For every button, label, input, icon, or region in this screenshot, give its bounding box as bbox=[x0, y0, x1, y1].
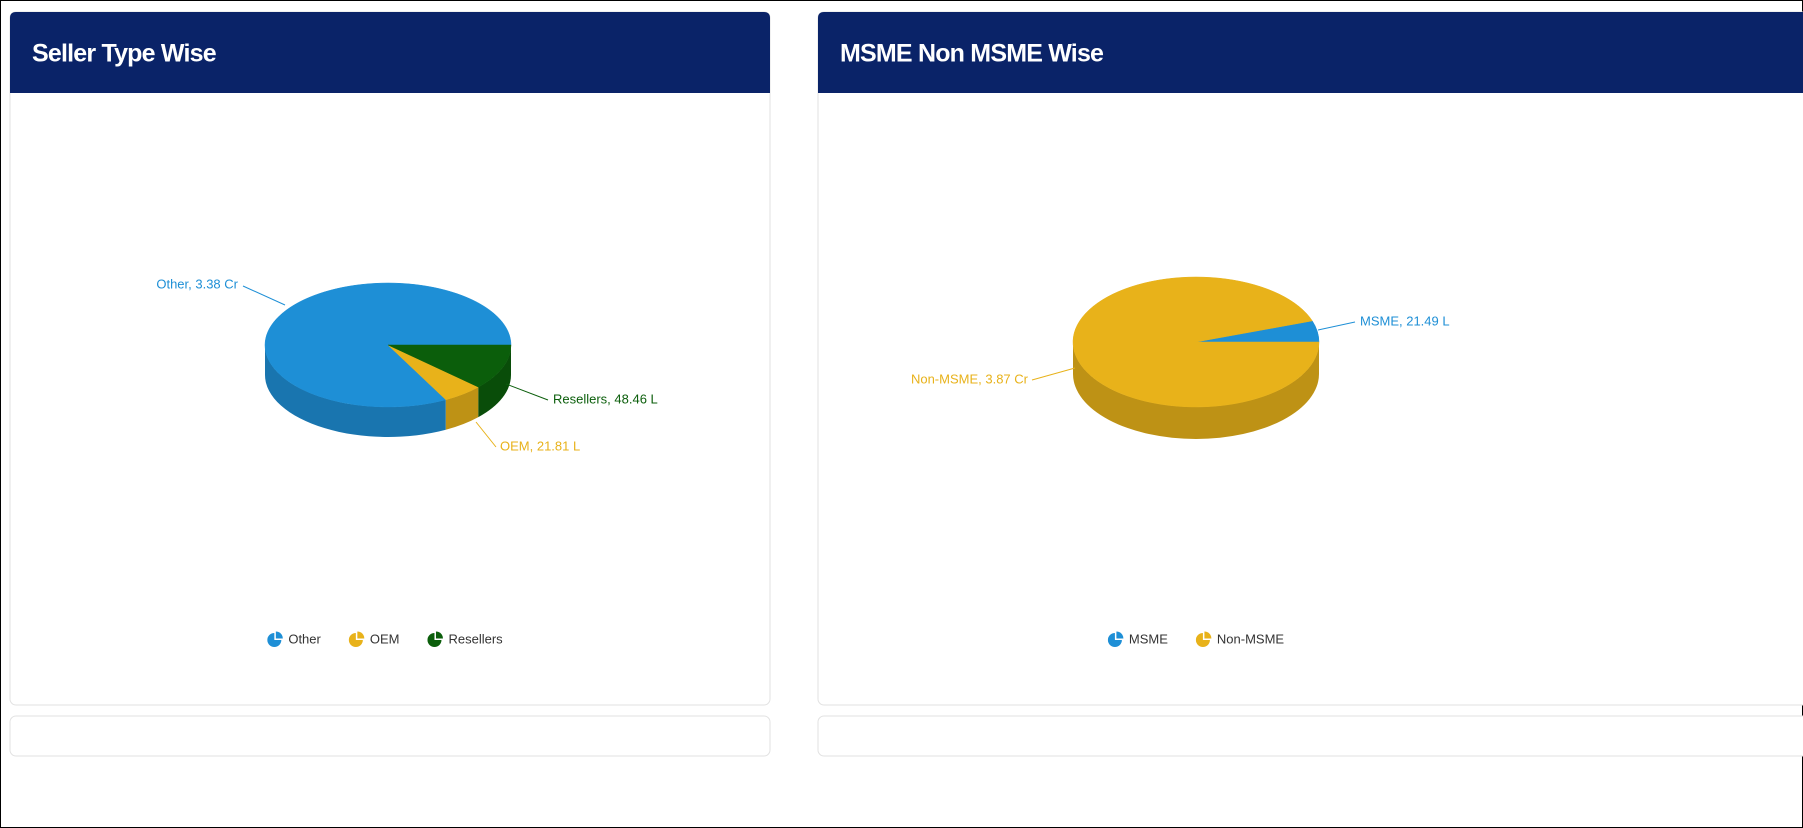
legend-icon bbox=[427, 633, 442, 647]
legend-label: Non-MSME bbox=[1217, 631, 1285, 646]
legend-label: MSME bbox=[1129, 631, 1168, 646]
label-connector bbox=[242, 285, 286, 306]
data-label: OEM, 21.81 L bbox=[500, 438, 580, 453]
label-connector bbox=[475, 421, 497, 448]
label-connector bbox=[1031, 367, 1076, 381]
legend-label: Other bbox=[288, 631, 321, 646]
legend-icon bbox=[435, 631, 443, 639]
label-connector bbox=[505, 383, 549, 401]
data-label: Other, 3.38 Cr bbox=[156, 276, 238, 291]
label-connector bbox=[1317, 321, 1356, 331]
data-label: MSME, 21.49 L bbox=[1360, 313, 1450, 328]
card-header bbox=[10, 12, 770, 93]
card-title: MSME Non MSME Wise bbox=[840, 40, 1104, 68]
legend-icon bbox=[1107, 633, 1122, 647]
card-title: Seller Type Wise bbox=[32, 40, 217, 68]
data-label: Resellers, 48.46 L bbox=[553, 391, 658, 406]
pie-slice bbox=[1072, 276, 1320, 408]
data-label: Non-MSME, 3.87 Cr bbox=[911, 371, 1029, 386]
pie-side bbox=[478, 345, 511, 418]
pie-side bbox=[1073, 342, 1319, 439]
legend-icon bbox=[275, 631, 283, 639]
pie-slice bbox=[387, 344, 512, 388]
legend-icon bbox=[357, 631, 365, 639]
card-header bbox=[818, 12, 1803, 93]
legend-icon bbox=[267, 633, 282, 647]
legend-label: Resellers bbox=[448, 631, 503, 646]
pie-side bbox=[264, 345, 446, 437]
legend: Other OEM Resellers bbox=[267, 631, 503, 647]
next-card bbox=[817, 715, 1803, 757]
legend-icon bbox=[1195, 633, 1210, 647]
legend-icon bbox=[1116, 631, 1124, 639]
pie-side bbox=[445, 387, 479, 430]
legend: MSME Non-MSME bbox=[1107, 631, 1285, 647]
next-card bbox=[9, 715, 771, 757]
legend-icon bbox=[1204, 631, 1212, 639]
legend-icon bbox=[348, 633, 363, 647]
legend-label: OEM bbox=[370, 631, 400, 646]
